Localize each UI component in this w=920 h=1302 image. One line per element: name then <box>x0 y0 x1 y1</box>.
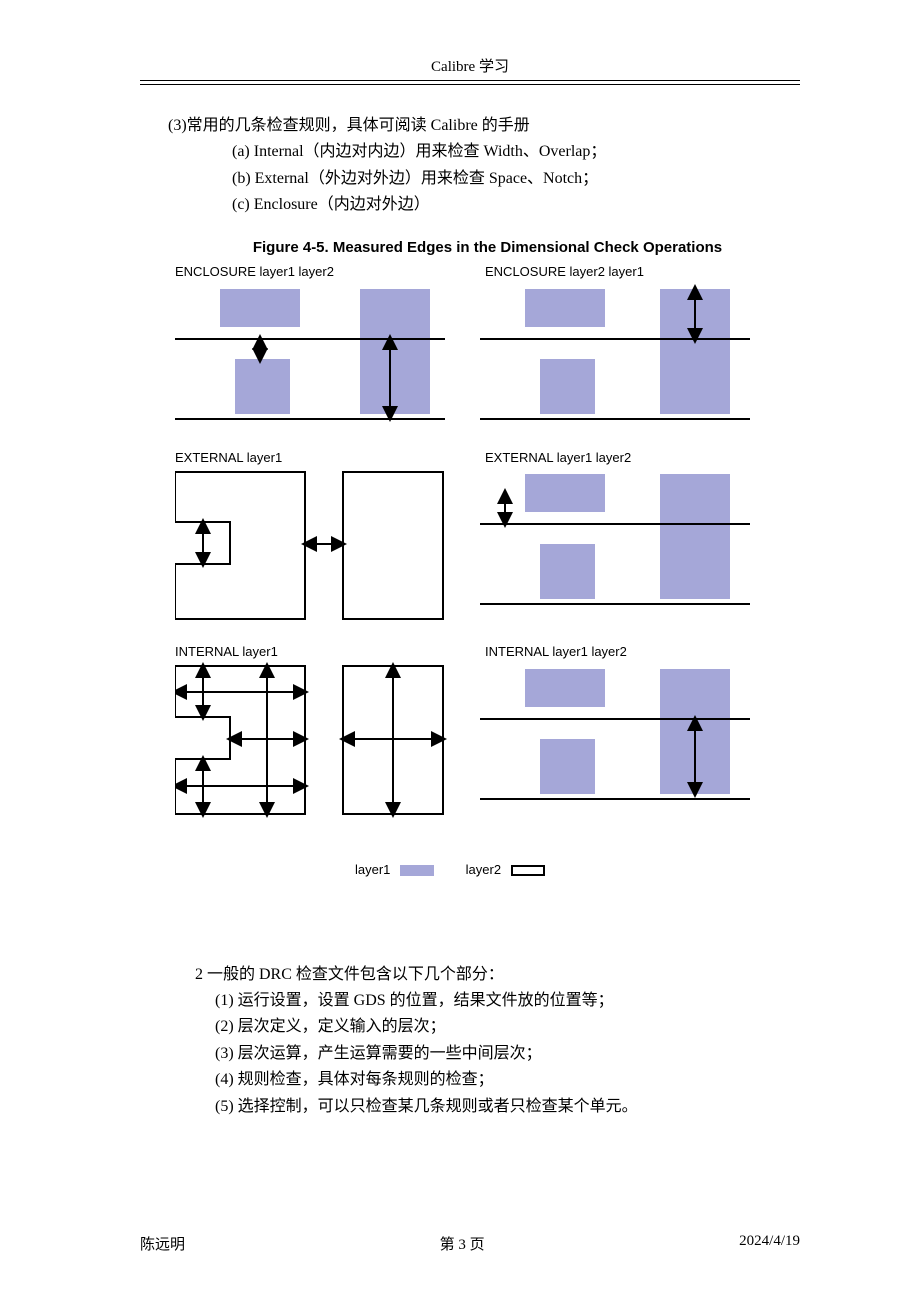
label-ext-l1l2: EXTERNAL layer1 layer2 <box>485 450 631 465</box>
legend-l2-label: layer2 <box>466 862 501 877</box>
ext-l1l2-rect3 <box>540 544 595 599</box>
enc-l1l2-rect3 <box>235 359 290 414</box>
label-int-l1: INTERNAL layer1 <box>175 644 278 659</box>
enc-l2l1-rect1 <box>525 289 605 327</box>
footer-page: 第 3 页 <box>440 1233 485 1254</box>
section2-item-4: (4) 规则检查，具体对每条规则的检查； <box>215 1067 800 1093</box>
label-int-l1l2: INTERNAL layer1 layer2 <box>485 644 627 659</box>
label-ext-l1: EXTERNAL layer1 <box>175 450 282 465</box>
enc-l1l2-rect1 <box>220 289 300 327</box>
int-l1l2-rect1 <box>525 669 605 707</box>
legend-l2-swatch <box>511 865 545 876</box>
ext-l1-lshape <box>175 472 305 619</box>
enc-l1l2-rect2 <box>360 289 430 414</box>
page-footer: 陈远明 第 3 页 2024/4/19 <box>140 1233 800 1254</box>
figure-title: Figure 4-5. Measured Edges in the Dimens… <box>175 239 800 256</box>
footer-date: 2024/4/19 <box>739 1233 800 1254</box>
label-enc-l2l1: ENCLOSURE layer2 layer1 <box>485 264 644 279</box>
section2-item-5: (5) 选择控制，可以只检查某几条规则或者只检查某个单元。 <box>215 1094 800 1120</box>
int-l1l2-rect3 <box>540 739 595 794</box>
footer-author: 陈远明 <box>140 1233 185 1254</box>
label-enc-l1l2: ENCLOSURE layer1 layer2 <box>175 264 334 279</box>
section1-item-b: (b) External（外边对外边）用来检查 Space、Notch； <box>232 166 800 192</box>
section2-lead: 2 一般的 DRC 检查文件包含以下几个部分： <box>195 962 800 988</box>
section1-item-c: (c) Enclosure（内边对外边） <box>232 192 800 218</box>
section2-item-2: (2) 层次定义，定义输入的层次； <box>215 1014 800 1040</box>
section1-item-a: (a) Internal（内边对内边）用来检查 Width、Overlap； <box>232 139 800 165</box>
enc-l2l1-rect3 <box>540 359 595 414</box>
header-rule <box>140 80 800 85</box>
ext-l1l2-rect1 <box>525 474 605 512</box>
figure-legend: layer1 layer2 <box>355 862 800 877</box>
legend-l1-label: layer1 <box>355 862 390 877</box>
figure-svg: ENCLOSURE layer1 layer2 ENCLOSURE layer2… <box>175 264 775 854</box>
section2-item-1: (1) 运行设置，设置 GDS 的位置，结果文件放的位置等； <box>215 988 800 1014</box>
ext-l1-rect <box>343 472 443 619</box>
legend-l1-swatch <box>400 865 434 876</box>
section2-item-3: (3) 层次运算，产生运算需要的一些中间层次； <box>215 1041 800 1067</box>
page-header: Calibre 学习 <box>140 55 800 76</box>
section1-lead: (3)常用的几条检查规则，具体可阅读 Calibre 的手册 <box>168 113 800 139</box>
ext-l1l2-rect2 <box>660 474 730 599</box>
